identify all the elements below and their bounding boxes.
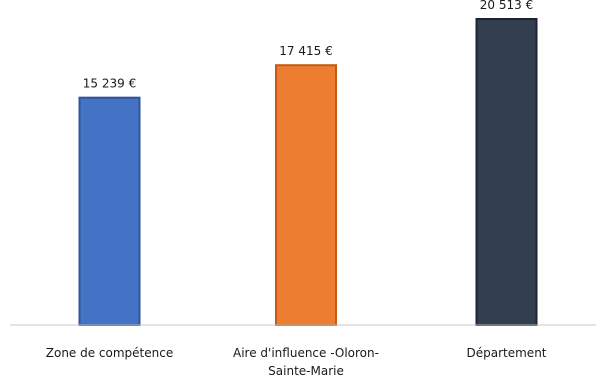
category-label-2-line-1: Aire d'influence -Oloron- (233, 346, 379, 360)
category-label-1: Zone de compétence (46, 346, 173, 360)
bar-3 (475, 18, 538, 326)
category-labels-group: Zone de compétence Aire d'influence -Olor… (46, 346, 547, 378)
bars-group (78, 18, 538, 326)
category-label-2-line-2: Sainte-Marie (268, 364, 344, 378)
value-label-2: 17 415 € (279, 44, 332, 58)
value-label-3: 20 513 € (480, 0, 533, 12)
bar-1 (78, 96, 141, 326)
value-label-1: 15 239 € (83, 77, 136, 91)
category-label-3: Département (467, 346, 547, 360)
value-labels-group: 15 239 € 17 415 € 20 513 € (83, 0, 533, 91)
bar-2 (275, 64, 337, 326)
